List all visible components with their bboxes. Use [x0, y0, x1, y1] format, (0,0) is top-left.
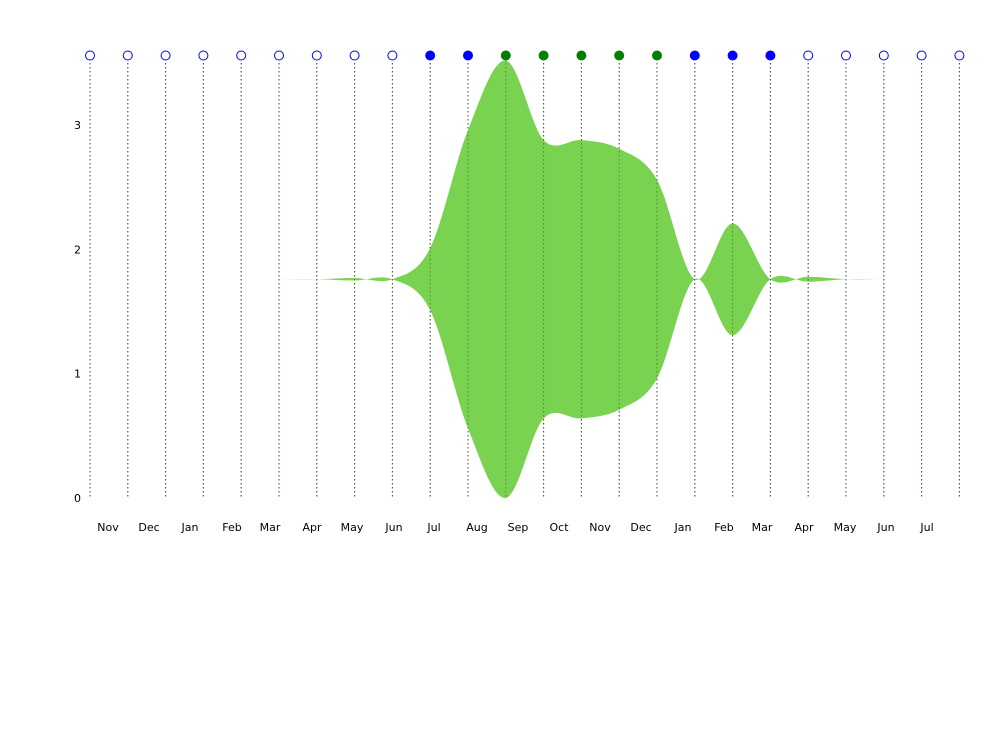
x-tick-label: Dec — [630, 521, 651, 534]
month-marker-green — [500, 50, 511, 61]
month-marker-empty — [198, 50, 209, 61]
month-marker-empty — [85, 50, 95, 61]
x-tick-label: Feb — [222, 521, 241, 534]
month-marker-empty — [878, 50, 889, 61]
x-tick-label: Nov — [97, 521, 119, 534]
month-marker-empty — [916, 50, 927, 61]
y-tick-label: 3 — [74, 119, 81, 132]
y-axis-ticks: 0 1 2 3 — [74, 119, 81, 505]
month-marker-blue — [463, 50, 473, 61]
month-marker-green — [576, 50, 587, 61]
x-tick-label: Oct — [549, 521, 569, 534]
x-tick-label: Aug — [466, 521, 487, 534]
x-tick-label: Jun — [384, 521, 402, 534]
month-marker-empty — [841, 50, 851, 61]
x-tick-label: Jul — [426, 521, 440, 534]
y-tick-label: 2 — [74, 243, 81, 256]
y-tick-label: 1 — [74, 368, 81, 381]
month-marker-green — [614, 50, 625, 61]
x-tick-label: Jun — [876, 521, 894, 534]
x-tick-label: Mar — [260, 521, 281, 534]
month-marker-blue — [689, 50, 700, 61]
month-marker-empty — [954, 50, 965, 61]
x-tick-label: Mar — [752, 521, 773, 534]
month-marker-green — [652, 50, 662, 61]
area-layer — [89, 60, 960, 499]
x-tick-label: Feb — [714, 521, 733, 534]
month-marker-empty — [160, 50, 171, 61]
x-tick-label: Apr — [302, 521, 322, 534]
x-tick-label: Jan — [674, 521, 692, 534]
month-marker-empty — [236, 50, 247, 61]
month-marker-green — [538, 50, 549, 61]
x-axis-ticks: Nov Dec Jan Feb Mar Apr May Jun Jul Aug Sep Oct Nov D… — [97, 521, 933, 534]
x-tick-label: Nov — [589, 521, 611, 534]
month-marker-empty — [349, 50, 360, 61]
month-marker-empty — [387, 50, 398, 61]
month-marker-empty — [274, 50, 284, 61]
month-markers — [85, 50, 965, 61]
x-tick-label: Apr — [794, 521, 814, 534]
month-marker-empty — [311, 50, 322, 61]
month-marker-blue — [727, 50, 738, 61]
month-marker-blue — [765, 50, 776, 61]
x-tick-label: Dec — [138, 521, 159, 534]
month-marker-empty — [803, 50, 814, 61]
area-shape — [90, 60, 960, 499]
x-tick-label: Sep — [508, 521, 529, 534]
y-tick-label: 0 — [74, 492, 81, 505]
x-tick-label: May — [341, 521, 364, 534]
x-tick-label: Jul — [919, 521, 933, 534]
month-marker-empty — [122, 50, 133, 61]
month-marker-blue — [425, 50, 436, 61]
x-tick-label: Jan — [181, 521, 199, 534]
x-tick-label: May — [834, 521, 857, 534]
